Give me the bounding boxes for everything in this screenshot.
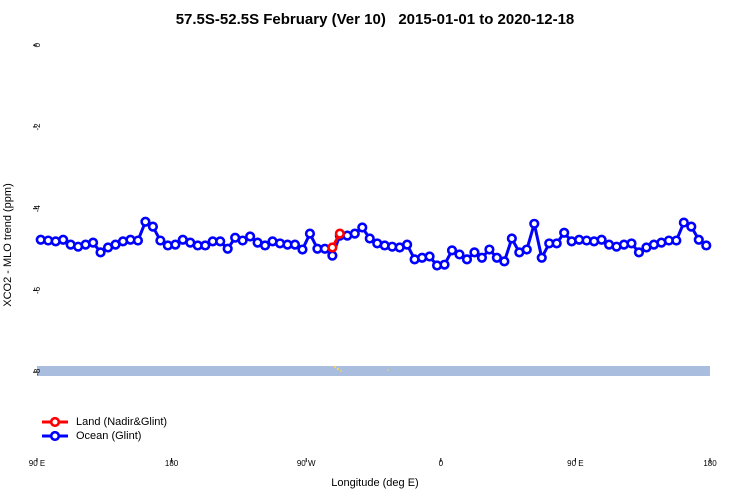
legend-label: Ocean (Glint): [76, 430, 141, 442]
point: [626, 238, 637, 249]
point: [701, 240, 712, 251]
x-tick-label: 90 E: [567, 459, 583, 468]
map-speck: [333, 365, 337, 369]
y-tick-label: -2: [33, 123, 42, 131]
x-axis-label: Longitude (deg E): [331, 477, 418, 489]
point: [140, 216, 151, 227]
point: [327, 250, 338, 261]
legend-marker: [49, 430, 61, 442]
point: [58, 234, 69, 245]
point: [222, 243, 233, 254]
point: [87, 237, 99, 248]
point: [349, 228, 360, 239]
point: [95, 247, 106, 258]
point: [334, 228, 345, 239]
y-axis-label: XCO2 - MLO trend (ppm): [2, 183, 14, 306]
point: [678, 217, 689, 228]
point: [551, 238, 562, 249]
point: [596, 234, 607, 245]
point: [289, 239, 301, 250]
point: [671, 235, 682, 246]
point: [200, 240, 211, 251]
y-tick-label: -4: [33, 205, 42, 213]
y-tick-label: 0: [33, 42, 42, 47]
chart-title: 57.5S-52.5S February (Ver 10) 2015-01-01…: [176, 11, 575, 28]
point: [521, 244, 532, 255]
point: [469, 247, 480, 258]
x-tick-label: 180: [703, 459, 717, 468]
point: [446, 245, 458, 256]
point: [461, 254, 473, 265]
point: [439, 259, 450, 270]
map-speck: [336, 367, 340, 371]
point: [686, 221, 697, 232]
point: [491, 252, 502, 263]
x-tick-label: 90 W: [297, 459, 316, 468]
x-tick-label: 0: [439, 459, 444, 468]
point: [364, 233, 375, 244]
map-strip: [37, 366, 710, 376]
point: [633, 247, 645, 258]
point: [506, 233, 517, 244]
point: [476, 252, 488, 263]
point: [424, 251, 435, 262]
point: [357, 222, 368, 233]
y-tick-label: -6: [33, 286, 42, 294]
point: [215, 236, 226, 247]
point: [155, 235, 166, 246]
point: [693, 234, 704, 245]
point: [237, 235, 248, 246]
point: [484, 244, 495, 255]
point: [559, 227, 570, 238]
map-speck: [340, 370, 342, 372]
point: [402, 239, 413, 250]
point: [327, 242, 338, 253]
point: [170, 239, 181, 250]
point: [297, 244, 308, 255]
point: [147, 221, 159, 232]
y-tick-label: -8: [33, 368, 42, 376]
legend-label: Land (Nadir&Glint): [76, 416, 167, 428]
x-tick-label: 90 E: [29, 459, 45, 468]
legend-marker: [49, 416, 61, 428]
point: [529, 218, 540, 229]
point: [245, 231, 256, 242]
point: [499, 256, 510, 267]
point: [454, 249, 465, 260]
map-speck: [387, 369, 389, 371]
point: [132, 235, 144, 246]
point: [259, 240, 271, 251]
point: [304, 228, 316, 239]
x-tick-label: 180: [165, 459, 179, 468]
point: [536, 252, 547, 263]
